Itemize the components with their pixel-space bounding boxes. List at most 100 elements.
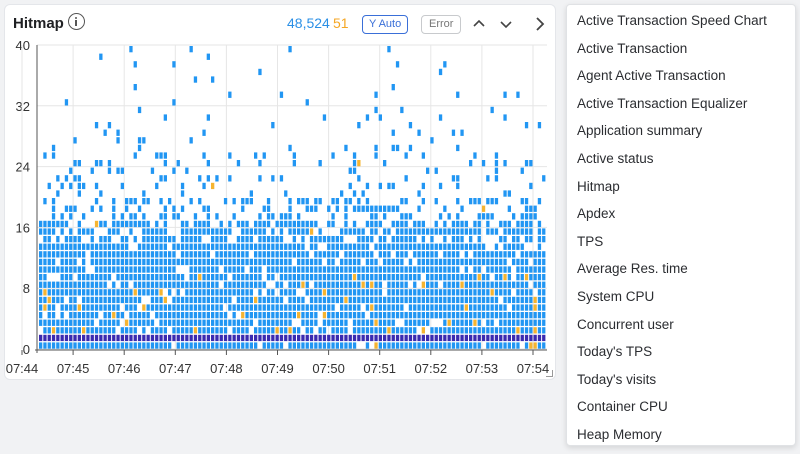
hitmap-cell <box>51 251 56 258</box>
hitmap-cell <box>404 220 408 228</box>
hitmap-cell <box>64 243 69 250</box>
hitmap-cell <box>507 319 511 326</box>
hitmap-cell <box>357 266 361 273</box>
hitmap-cell <box>520 312 524 319</box>
hitmap-cell <box>352 274 357 281</box>
menu-item-concurrent-user[interactable]: Concurrent user <box>577 316 674 332</box>
hitmap-cell <box>374 106 378 114</box>
menu-item-average-res-time[interactable]: Average Res. time <box>577 261 688 277</box>
menu-item-tps[interactable]: TPS <box>577 233 604 249</box>
hitmap-cell <box>340 319 344 326</box>
chevron-down-icon[interactable] <box>497 15 515 33</box>
hitmap-cell <box>219 258 223 266</box>
hitmap-cell <box>60 251 64 258</box>
widget-title: Hitmap <box>13 15 64 32</box>
hitmap-cell <box>90 274 94 281</box>
hitmap-cell <box>82 342 86 349</box>
hitmap-cell <box>383 243 387 250</box>
hitmap-cell <box>245 327 249 334</box>
hitmap-cell <box>241 228 245 235</box>
chevron-right-icon[interactable] <box>531 15 549 33</box>
hitmap-cell <box>56 327 60 334</box>
hitmap-cell <box>348 296 352 304</box>
hitmap-cell <box>232 289 236 296</box>
hitmap-cell <box>258 289 262 296</box>
hitmap-cell <box>378 289 382 296</box>
error-filter-button[interactable]: Error <box>421 15 462 34</box>
hitmap-cell <box>266 251 271 258</box>
menu-item-active-status[interactable]: Active status <box>577 151 654 166</box>
hitmap-cell <box>301 319 305 326</box>
menu-item-active-transaction-speed-chart[interactable]: Active Transaction Speed Chart <box>577 13 767 28</box>
hitmap-cell <box>245 198 249 205</box>
menu-item-active-transaction-equalizer[interactable]: Active Transaction Equalizer <box>577 95 748 111</box>
hitmap-cell <box>340 312 344 319</box>
hitmap-cell <box>228 175 232 182</box>
hitmap-cell <box>137 266 142 273</box>
y-auto-button[interactable]: Y Auto <box>362 15 409 34</box>
hitmap-cell <box>387 274 391 281</box>
hitmap-cell <box>473 198 477 205</box>
hitmap-cell <box>172 334 176 342</box>
hitmap-cell <box>494 342 499 349</box>
menu-item-system-cpu[interactable]: System CPU <box>577 289 655 304</box>
hitmap-cell <box>426 167 430 174</box>
hitmap-cell <box>520 198 524 205</box>
hitmap-cell <box>146 281 150 288</box>
hitmap-cell <box>365 274 370 281</box>
hitmap-cell <box>258 213 262 220</box>
hitmap-cell <box>142 266 146 273</box>
hitmap-cell <box>223 334 228 342</box>
hitmap-cell <box>150 327 155 334</box>
menu-item-application-summary[interactable]: Application summary <box>577 123 703 139</box>
info-icon[interactable] <box>68 13 85 30</box>
hitmap-cell <box>185 251 189 258</box>
hitmap-cell <box>47 243 51 250</box>
hitmap-cell <box>537 122 542 129</box>
hitmap-cell <box>125 198 129 205</box>
hitmap-cell <box>159 289 163 296</box>
hitmap-cell <box>172 236 176 243</box>
hitmap-cell <box>56 236 60 243</box>
hitmap-cell <box>395 266 400 273</box>
hitmap-cell <box>142 190 146 197</box>
hitmap-cell <box>150 334 155 342</box>
hitmap-cell <box>159 334 163 342</box>
hitmap-cell <box>365 243 370 250</box>
hitmap-cell <box>292 334 296 342</box>
hitmap-cell <box>198 281 202 288</box>
hitmap-cell <box>524 334 529 342</box>
menu-item-heap-memory[interactable]: Heap Memory <box>577 427 662 442</box>
hitmap-cell <box>284 258 288 266</box>
hitmap-cell <box>228 91 232 98</box>
menu-item-apdex[interactable]: Apdex <box>577 206 616 222</box>
menu-item-container-cpu[interactable]: Container CPU <box>577 399 668 415</box>
hitmap-cell <box>180 304 185 311</box>
chevron-up-icon[interactable] <box>470 15 488 33</box>
hitmap-cell <box>90 228 94 235</box>
hitmap-cell <box>327 342 331 349</box>
hitmap-cell <box>223 258 228 266</box>
menu-item-hitmap[interactable]: Hitmap <box>577 178 620 194</box>
hitmap-cell <box>271 342 275 349</box>
hitmap-cell <box>378 182 382 190</box>
hitmap-cell <box>206 334 210 342</box>
x-tick-label: 07:49 <box>261 361 294 376</box>
resize-handle[interactable] <box>546 370 553 377</box>
hitmap-cell <box>99 236 103 243</box>
hitmap-cell <box>163 266 167 273</box>
menu-item-agent-active-transaction[interactable]: Agent Active Transaction <box>577 68 726 84</box>
hitmap-cell <box>404 213 408 220</box>
hitmap-cell <box>309 319 314 326</box>
hitmap-cell <box>236 304 241 311</box>
menu-item-today-s-visits[interactable]: Today's visits <box>577 371 657 387</box>
hitmap-cell <box>404 281 408 288</box>
hitmap-cell <box>193 296 198 304</box>
hitmap-cell <box>64 327 69 334</box>
hitmap-cell <box>185 296 189 304</box>
menu-item-today-s-tps[interactable]: Today's TPS <box>577 344 653 360</box>
hitmap-cell <box>533 251 537 258</box>
hitmap-cell <box>348 243 352 250</box>
menu-item-active-transaction[interactable]: Active Transaction <box>577 40 688 56</box>
